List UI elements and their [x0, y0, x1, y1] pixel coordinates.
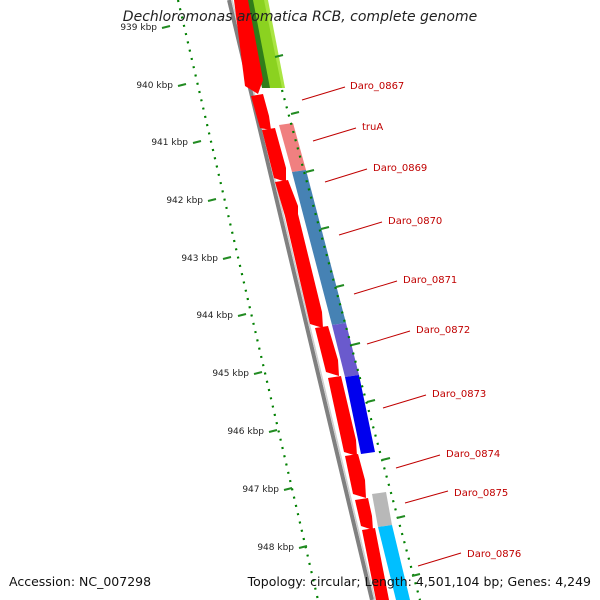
block-green-light — [253, 0, 285, 88]
cds-arrow-1 — [234, 0, 263, 94]
scale-tick — [283, 487, 293, 491]
cds-arrow-9 — [355, 498, 373, 530]
scale-tick-label: 942 kbp — [166, 196, 203, 206]
scale-tick — [161, 25, 171, 29]
track-tick — [381, 457, 391, 461]
scale-tick — [237, 313, 247, 317]
scale-tick-label: 945 kbp — [212, 369, 249, 379]
scale-tick — [268, 429, 278, 433]
cds-arrows — [234, 0, 389, 600]
gene-leader-line — [338, 221, 383, 236]
block-steelblue — [292, 170, 346, 325]
scale-tick-label: 948 kbp — [257, 543, 294, 553]
track-tick — [351, 342, 361, 346]
scale-tick — [298, 545, 308, 549]
dotted-guides — [176, 0, 422, 600]
scale-tick-label: 947 kbp — [242, 485, 279, 495]
gene-label[interactable]: Daro_0872 — [416, 325, 470, 336]
scale-tick — [253, 371, 263, 375]
cds-arrow-8 — [345, 454, 366, 498]
scale-tick-label: 939 kbp — [120, 23, 157, 33]
gene-label[interactable]: Daro_0869 — [373, 163, 427, 174]
block-slateblue — [332, 323, 359, 377]
map-title: Dechloromonas aromatica RCB, complete ge… — [122, 9, 478, 25]
track-tick — [396, 515, 406, 519]
cds-arrow-4 — [275, 180, 298, 220]
block-gray — [372, 492, 392, 527]
cds-arrow-3 — [262, 128, 286, 182]
block-cyan — [378, 525, 410, 600]
track-tick — [305, 169, 315, 173]
gene-label[interactable]: Daro_0873 — [432, 389, 486, 400]
track-tick — [290, 111, 300, 115]
gene-leader-line — [312, 127, 357, 142]
gene-label[interactable]: Daro_0870 — [388, 216, 442, 227]
gene-leader-line — [366, 330, 411, 345]
track-tick — [274, 54, 284, 58]
gene-leader-line — [417, 552, 462, 567]
block-pink — [279, 123, 306, 172]
cds-arrow-2 — [251, 94, 271, 130]
gene-leader-line — [395, 454, 441, 469]
gene-label[interactable]: Daro_0871 — [403, 275, 457, 286]
accession-text: Accession: NC_007298 — [9, 574, 152, 589]
gene-label[interactable]: Daro_0867 — [350, 81, 404, 92]
gene-label[interactable]: Daro_0876 — [467, 549, 521, 560]
gene-leader-line — [382, 394, 427, 409]
scale-tick — [207, 198, 217, 202]
scale-tick — [177, 83, 187, 87]
gene-labels: Daro_0867 truA Daro_0869 Daro_0870 Daro_0871… — [301, 81, 521, 567]
inner-dotted-line — [176, 0, 320, 600]
gene-leader-line — [324, 168, 368, 183]
scale-tick-label: 946 kbp — [227, 427, 264, 437]
gene-leader-line — [404, 490, 449, 504]
scale-tick-label: 943 kbp — [181, 254, 218, 264]
scale-tick-label: 944 kbp — [196, 311, 233, 321]
track-tick — [335, 284, 345, 288]
outer-dotted-line — [280, 89, 422, 600]
cds-arrow-10 — [362, 528, 389, 600]
block-blue — [345, 375, 375, 454]
track-tick — [320, 226, 330, 230]
gene-label[interactable]: Daro_0875 — [454, 488, 508, 499]
scale-tick — [192, 140, 202, 144]
genome-summary-text: Topology: circular; Length: 4,501,104 bp… — [247, 574, 591, 589]
track-tick — [411, 573, 421, 577]
scale-ticks: 939 kbp 940 kbp 941 kbp 942 kbp 943 kbp 944 k… — [120, 23, 421, 577]
track-tick — [366, 399, 376, 403]
gene-label[interactable]: Daro_0874 — [446, 449, 500, 460]
gene-label[interactable]: truA — [362, 122, 383, 133]
feature-blocks — [244, 0, 410, 600]
cds-arrow-5 — [285, 214, 323, 328]
cds-arrow-7 — [328, 376, 357, 456]
cds-arrow-6 — [315, 326, 339, 376]
scale-tick-label: 940 kbp — [136, 81, 173, 91]
scale-tick — [222, 256, 232, 260]
gene-leader-line — [353, 280, 398, 295]
gene-leader-line — [301, 86, 346, 101]
scale-tick-label: 941 kbp — [151, 138, 188, 148]
